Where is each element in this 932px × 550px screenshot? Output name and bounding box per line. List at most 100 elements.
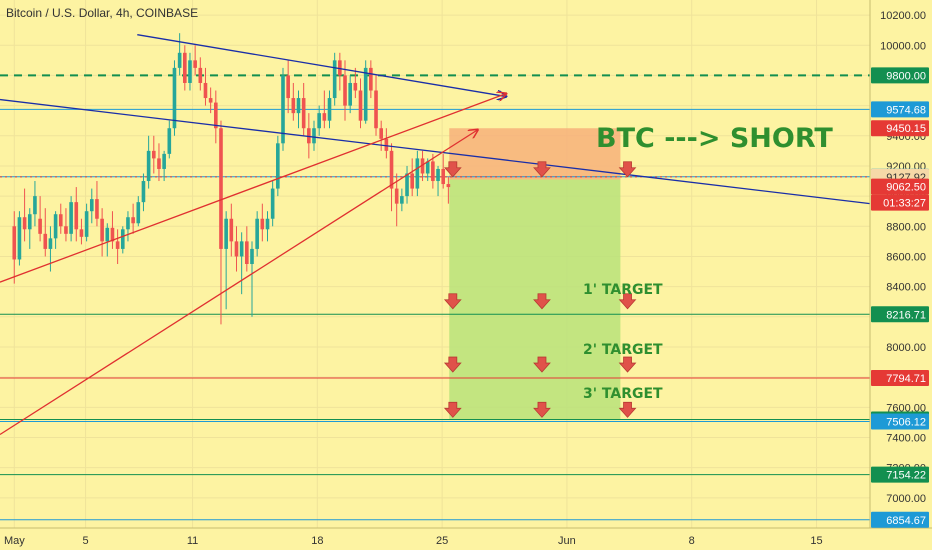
candle-body [131,217,135,224]
annotations: BTC ---> SHORT 1' TARGET 2' TARGET 3' TA… [583,123,833,402]
candle-body [446,184,451,188]
price-tags: 9800.009574.689450.159128.539127.929062.… [871,67,929,528]
candle-body [296,98,301,114]
candle-body [64,226,68,234]
candle-body [239,241,244,257]
candle-body [260,218,265,230]
price-tag-label: 8216.71 [886,309,926,321]
candle-body [369,67,373,91]
candle-body [182,52,187,83]
price-tag-label: 7154.22 [886,470,926,482]
candle-body [33,196,37,215]
candle-body [425,161,430,174]
candle-body [203,82,208,99]
x-tick-label: 15 [810,535,822,547]
price-tag-label: 6854.67 [886,515,926,527]
time-axis[interactable]: May 5 11 18 25 Jun 8 15 [0,527,932,550]
candle-body [105,227,110,242]
price-tag-label: 7794.71 [886,373,926,385]
candle-body [162,153,166,169]
price-tag-box [871,369,929,386]
candle-body [17,217,22,260]
y-tick-label: 8000.00 [886,342,926,354]
price-tag-box [871,67,929,84]
candle-body [394,188,399,204]
candle-body [224,218,228,249]
price-tag: 8216.71 [871,306,929,323]
candle-body [436,168,440,182]
y-tick-label: 8600.00 [886,251,926,263]
candle-body [95,199,99,219]
candle-body [120,229,125,249]
price-tag-box [871,466,929,483]
candle-body [53,214,58,239]
price-tag: 6854.67 [871,511,929,528]
stop-loss-zone [449,128,621,180]
candle-body [291,98,296,114]
down-arrow-icon [533,356,551,373]
countdown-tag: 01:33:27 [871,194,929,211]
countdown-box [871,194,929,211]
candle-body [74,202,79,230]
price-tag-label: 9800.00 [886,70,926,82]
candle-body [312,128,316,144]
candle-body [198,67,203,83]
x-tick-label: May [4,535,25,547]
candle-body [265,218,270,230]
candle-body [270,188,275,219]
target-label-1: 1' TARGET [583,282,663,298]
candle-body [400,196,404,204]
countdown-label: 01:33:27 [883,198,926,210]
candle-body [317,113,321,129]
candle-body [157,158,161,169]
candle-body [348,82,352,106]
candle-body [358,90,363,121]
y-tick-label: 7000.00 [886,493,926,505]
horizontal-levels [0,74,870,521]
price-tag-label: 9574.68 [886,104,926,116]
price-axis-background [870,0,932,528]
headline-text: BTC ---> SHORT [596,123,833,154]
candle-body [214,102,218,129]
y-tick-label: 7600.00 [886,402,926,414]
price-tag: 7154.22 [871,466,929,483]
position-zones [449,128,621,420]
candle-body [286,75,290,99]
candle-body [234,241,239,257]
target-label-2: 2' TARGET [583,342,663,358]
candle-body [384,138,389,151]
candle-body [136,202,141,224]
candle-body [245,241,249,264]
price-tag: 9450.15 [871,120,929,137]
candle-body [84,211,89,237]
price-tag: 9062.50 [871,178,929,195]
target-arrow-markers [443,161,637,418]
candle-body [276,143,280,189]
candle-body [100,218,104,242]
candle-body [141,181,146,203]
price-tag-label: 9450.15 [886,123,926,135]
y-tick-label: 10000.00 [880,40,926,52]
candle-body [22,217,27,230]
trendline [0,130,478,436]
candle-body [250,248,254,264]
down-arrow-icon [533,161,551,178]
candle-body [332,60,337,99]
candle-body [151,150,156,159]
candle-body [379,128,383,139]
candle-body [48,238,53,249]
candle-body [281,75,285,144]
candle-body [441,168,446,185]
x-tick-label: Jun [558,535,576,547]
candle-body [219,128,223,249]
candle-body [353,82,358,91]
candle-body [389,150,394,189]
candle-body [307,128,311,144]
y-tick-label: 8800.00 [886,221,926,233]
candle-body [415,158,420,189]
down-arrow-icon [533,293,551,310]
candle-body [410,173,415,189]
price-tag-box [871,306,929,323]
price-tag: 7794.71 [871,369,929,386]
